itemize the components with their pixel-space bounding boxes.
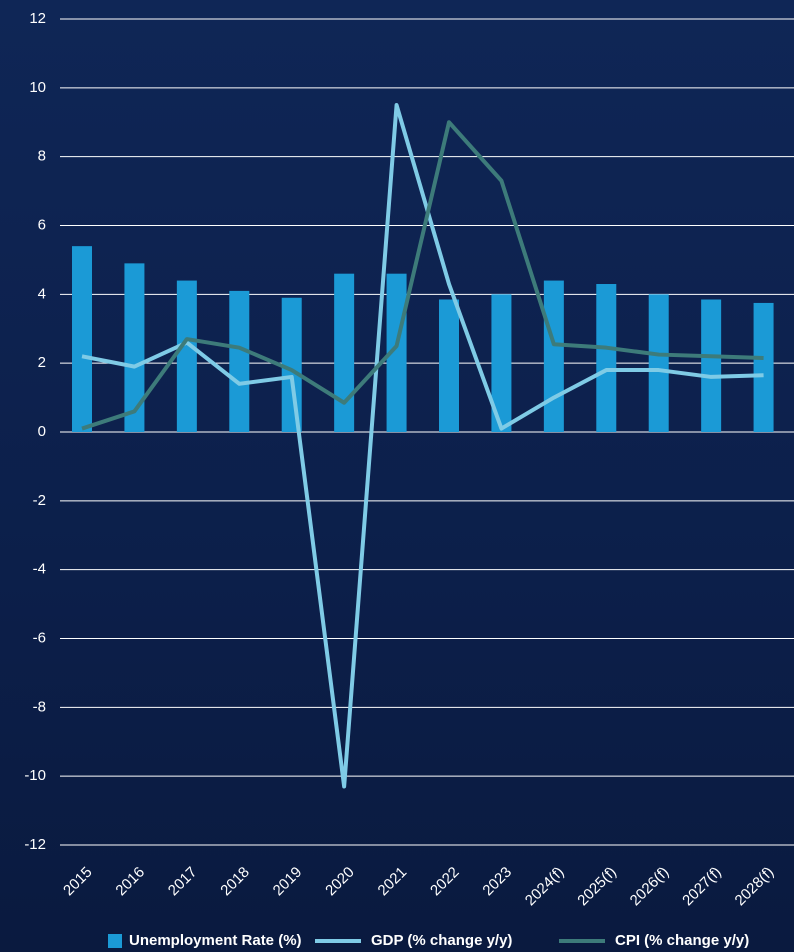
x-tick-label: 2018 (217, 864, 253, 900)
bar (124, 263, 145, 432)
x-tick-label: 2024(f) (522, 864, 568, 910)
y-tick-label: -10 (24, 767, 46, 784)
bar (596, 284, 617, 432)
bar (229, 290, 250, 432)
y-tick-label: -6 (33, 629, 46, 646)
y-tick-label: 4 (38, 285, 46, 302)
x-tick-label: 2027(f) (679, 864, 725, 910)
x-tick-label: 2025(f) (574, 864, 620, 910)
line (81, 120, 764, 431)
y-tick-label: 2 (38, 354, 46, 371)
x-tick-label: 2020 (322, 864, 358, 900)
y-tick-label: 12 (29, 10, 46, 27)
legend-label: GDP (% change y/y) (371, 932, 512, 949)
x-tick-label: 2023 (479, 864, 515, 900)
y-tick-label: 8 (38, 148, 46, 165)
bar (334, 273, 355, 432)
bar (176, 280, 197, 432)
bar (701, 299, 722, 432)
y-tick-label: -8 (33, 698, 46, 715)
x-tick-label: 2015 (60, 864, 96, 900)
legend-label: Unemployment Rate (%) (129, 932, 302, 949)
legend-label: CPI (% change y/y) (615, 932, 749, 949)
x-tick-label: 2028(f) (732, 864, 778, 910)
bar (72, 246, 92, 432)
bar (648, 294, 669, 432)
x-tick-label: 2022 (427, 864, 463, 900)
y-tick-label: 6 (38, 216, 46, 233)
legend: Unemployment Rate (%) GDP (% change y/y) C… (108, 932, 749, 949)
legend-swatch (108, 934, 122, 948)
y-tick-label: -4 (33, 561, 46, 578)
bar (491, 294, 512, 432)
x-tick-label: 2019 (270, 864, 306, 900)
x-tick-label: 2026(f) (627, 864, 673, 910)
x-tick-label: 2021 (375, 864, 411, 900)
line (81, 103, 764, 789)
bar (543, 280, 564, 432)
y-tick-label: 0 (38, 423, 46, 440)
bar (281, 297, 302, 432)
bar (386, 273, 407, 432)
bar (439, 299, 459, 432)
bar (753, 302, 774, 432)
x-tick-label: 2017 (165, 864, 201, 900)
x-tick-label: 2016 (112, 864, 148, 900)
y-tick-label: -12 (24, 836, 46, 853)
y-tick-label: 10 (29, 79, 46, 96)
y-tick-label: -2 (33, 492, 46, 509)
